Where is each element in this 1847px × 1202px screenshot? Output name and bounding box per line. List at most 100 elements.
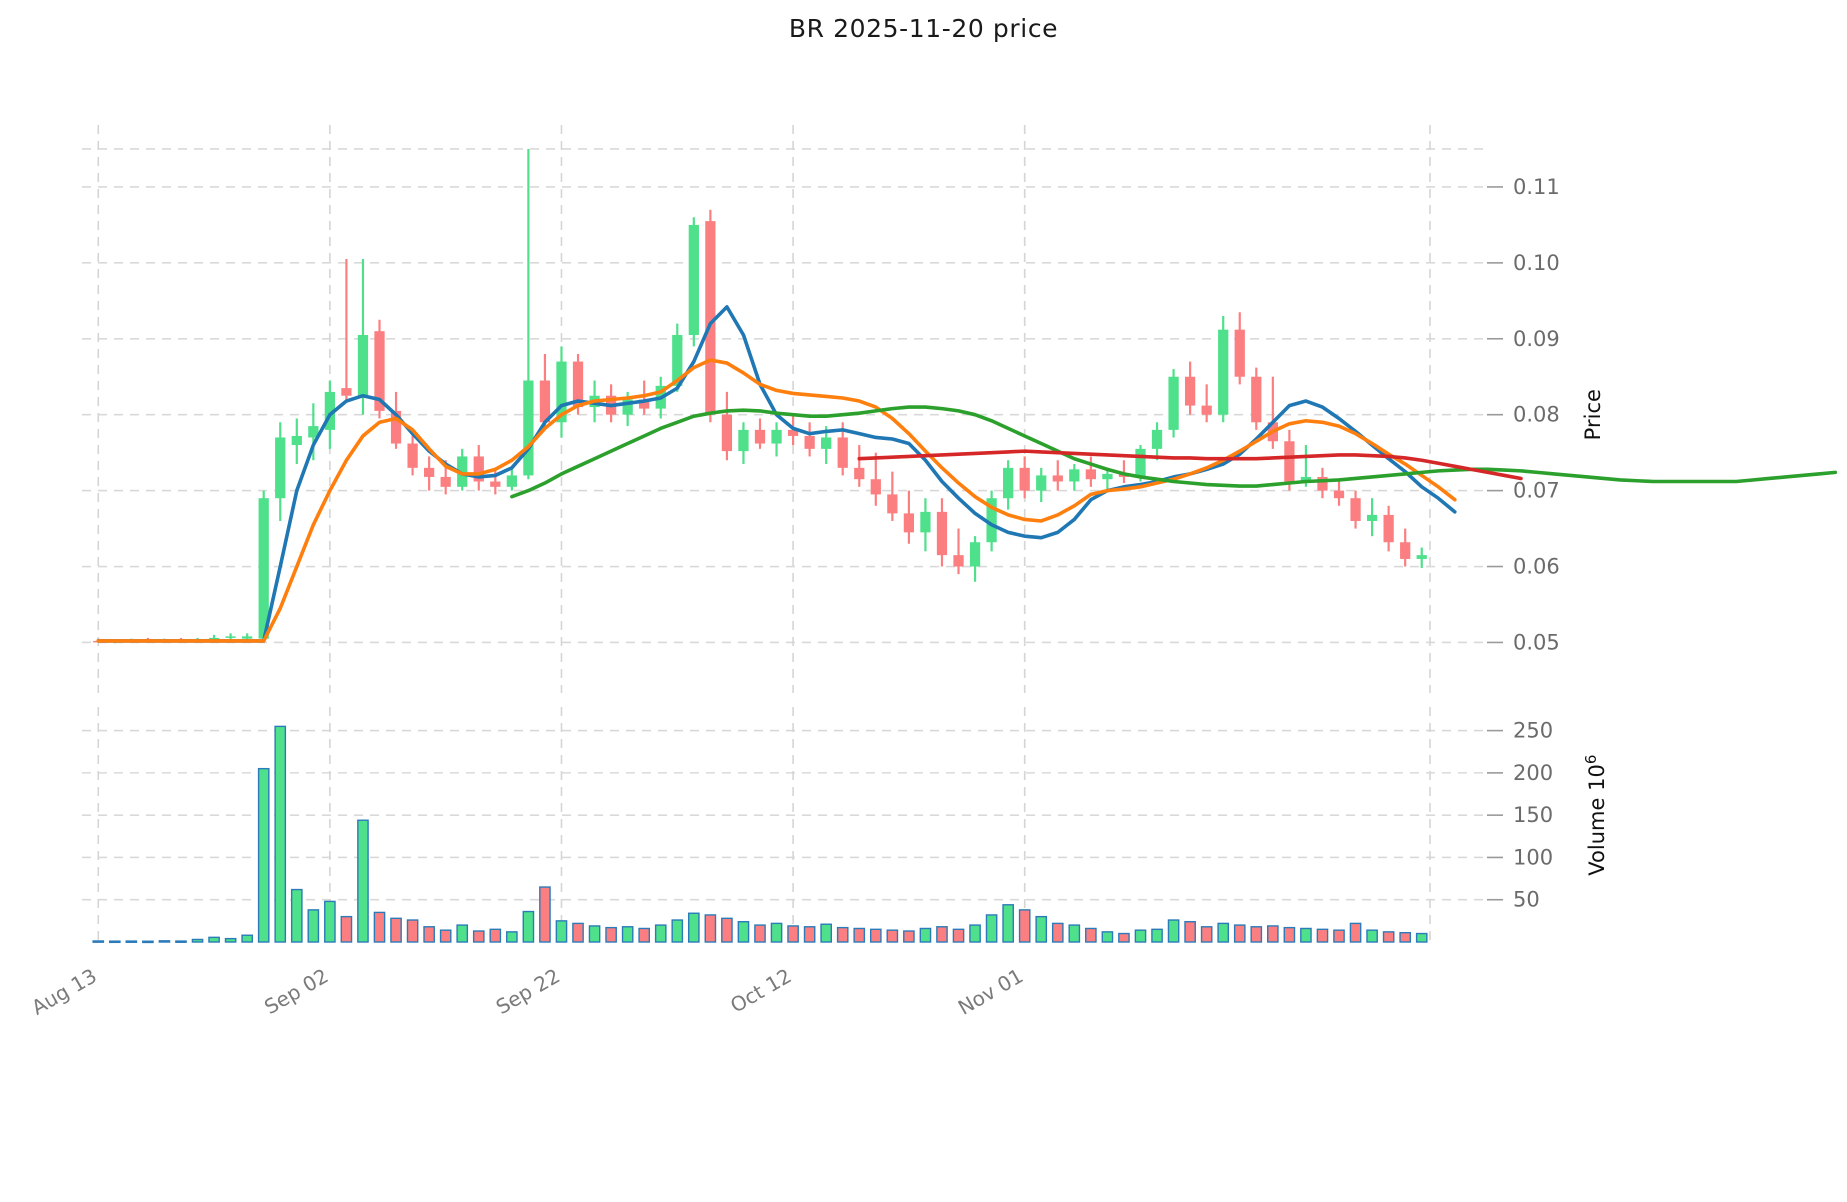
volume-tick-label: 250 [1513,719,1553,743]
volume-bar [1184,921,1196,943]
price-tick-label: 0.11 [1513,175,1560,199]
candlestick [1168,369,1179,438]
candlestick [1102,467,1113,491]
volume-bar [92,940,105,943]
candlestick [1151,422,1163,461]
candlestick [887,471,898,521]
volume-bar-series [92,725,1428,944]
volume-bar [1399,931,1412,943]
volume-bar [307,909,320,943]
volume-bar [390,917,402,943]
volume-bar [1068,924,1081,943]
volume-bar [1151,928,1163,943]
volume-bar [1051,922,1064,943]
volume-bar [1035,915,1048,943]
candlestick [936,498,948,567]
volume-bar [456,924,469,943]
candlestick [1317,467,1328,499]
price-tick-label: 0.08 [1513,403,1560,427]
candlestick [407,433,418,476]
candlestick [523,148,534,480]
price-tick-label: 0.10 [1513,251,1560,275]
candlestick [870,452,881,506]
price-axis-ticks: 0.11 0.10 0.09 0.08 0.07 0.06 0.05 [1487,175,1560,654]
volume-bar [1018,909,1031,943]
volume-bar [1349,922,1362,943]
volume-bar [869,928,882,943]
candlestick [1052,460,1063,491]
volume-bar [1267,925,1279,943]
candlestick [986,490,997,552]
price-axis-title: Price [1581,389,1605,440]
volume-bar [539,886,551,943]
volume-bar [803,926,816,943]
volume-bar [290,888,303,943]
candlestick [275,422,286,521]
candlestick [705,209,716,423]
volume-bar [952,928,965,943]
volume-bar [1085,927,1097,943]
volume-bar [1101,931,1114,943]
volume-bar [108,940,121,944]
candlestick [1333,481,1345,506]
volume-bar [1300,927,1312,943]
volume-bar [158,940,171,943]
volume-bar [191,938,204,943]
volume-bar [687,912,700,943]
candlestick [258,490,269,643]
volume-bar [572,922,584,943]
candlestick [341,259,352,400]
volume-bar [241,934,253,943]
volume-bar [985,914,998,943]
volume-bar [423,926,435,943]
date-axis-ticks: Aug 13 Sep 02 Sep 22 Oct 12 Nov 01 [27,964,1027,1020]
volume-bar [1283,926,1296,943]
candlestick [374,319,385,419]
candlestick [291,418,302,465]
date-tick-label: Nov 01 [954,964,1027,1020]
volume-bar [472,930,485,943]
candlestick [1003,460,1014,510]
axis-titles: Price Volume 106 [1581,389,1609,876]
volume-bar [555,920,568,943]
volume-bar [257,767,270,943]
volume-bar [836,926,849,943]
volume-bar [1415,932,1428,943]
volume-bar [787,925,799,943]
volume-bar [605,926,617,943]
candlestick [920,498,931,552]
candlestick [1267,376,1278,449]
volume-gridlines [82,729,1485,901]
volume-bar [721,917,733,943]
volume-bar [936,926,948,943]
volume-bar [373,911,386,943]
volume-bar [125,940,138,943]
candlestick [357,259,369,415]
candlestick [1085,456,1096,487]
candlestick [556,346,567,438]
volume-bar [853,927,866,943]
candlestick [738,422,749,465]
candlestick [639,380,650,415]
volume-bar [654,924,667,943]
candlestick [1350,490,1361,529]
date-tick-label: Oct 12 [726,964,795,1018]
volume-bar [704,914,717,943]
candlestick [539,353,551,430]
volume-tick-label: 150 [1513,803,1553,827]
volume-bar [1333,929,1345,943]
candlestick [1069,464,1080,491]
candlestick [424,456,435,491]
candlestick [457,448,468,491]
volume-bar [903,930,915,943]
candlestick [721,391,733,461]
candlestick [1366,498,1378,537]
candlestick [225,633,236,641]
volume-bar [324,900,336,943]
volume-bar [522,910,535,943]
volume-bar [1382,931,1395,943]
volume-bar [208,936,220,943]
volume-bar [588,925,601,943]
